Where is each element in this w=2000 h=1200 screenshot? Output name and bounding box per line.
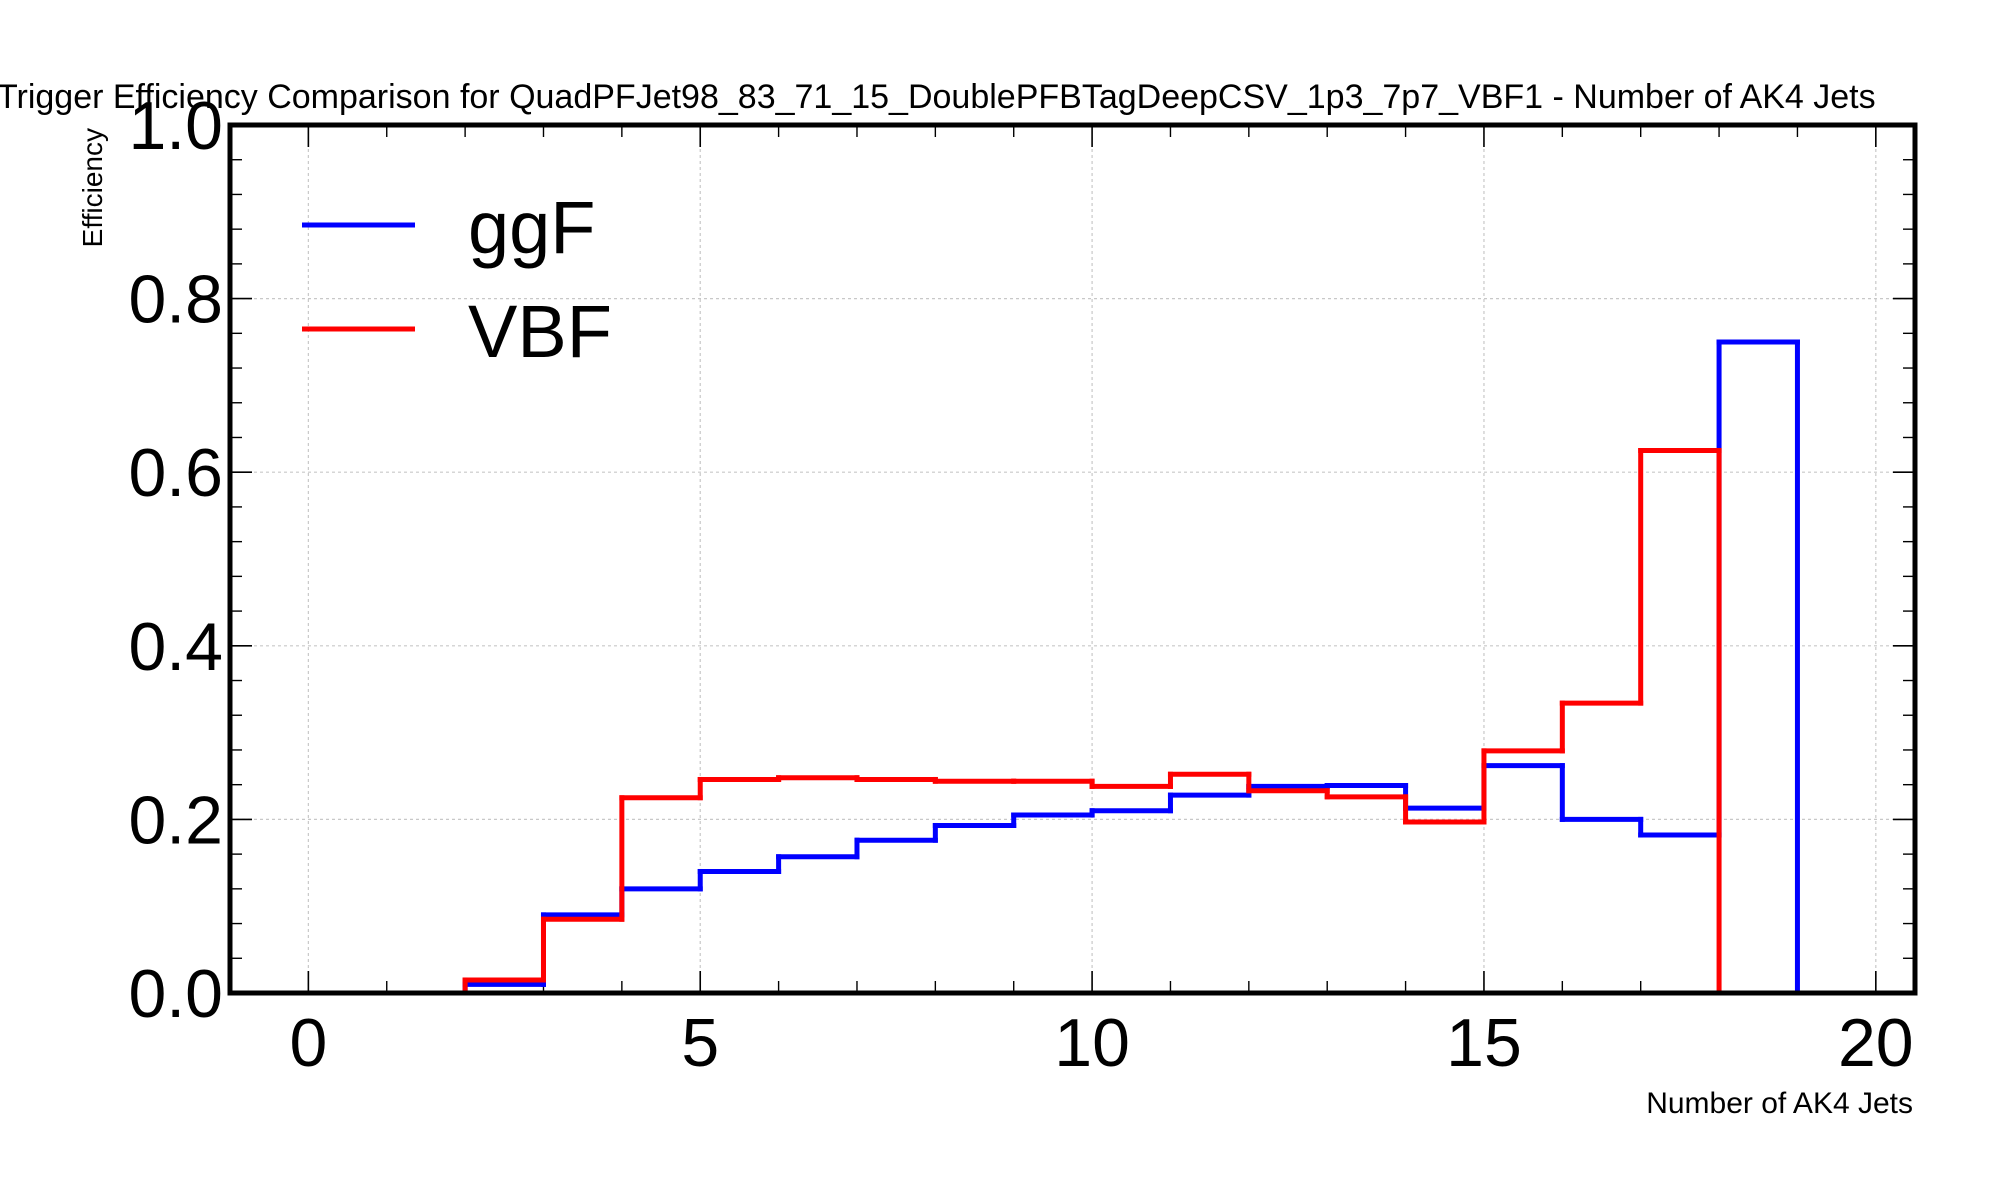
x-tick-label: 20 <box>1838 1005 1914 1081</box>
series-layer <box>305 339 1800 996</box>
series-vbf <box>305 448 1800 996</box>
x-tick-label: 0 <box>289 1005 327 1081</box>
legend-label-vbf: VBF <box>468 290 612 373</box>
x-axis-label: Number of AK4 Jets <box>1646 1087 1913 1120</box>
y-tick-label: 0.2 <box>128 782 223 858</box>
plot-frame <box>227 122 1918 996</box>
x-tick-label: 15 <box>1446 1005 1522 1081</box>
chart-title: Trigger Efficiency Comparison for QuadPF… <box>0 78 1876 116</box>
y-tick-label: 0.8 <box>128 262 223 338</box>
x-tick-label: 5 <box>681 1005 719 1081</box>
y-tick-label: 0.6 <box>128 435 223 511</box>
legend-label-ggf: ggF <box>468 186 596 269</box>
y-tick-label: 1.0 <box>128 88 223 164</box>
y-tick-label: 0.4 <box>128 609 223 685</box>
y-tick-label: 0.0 <box>128 956 223 1032</box>
series-ggf <box>305 339 1800 996</box>
legend: ggF VBF <box>302 186 612 373</box>
y-axis-label: Efficiency <box>77 128 108 247</box>
tick-labels: 0 5 10 15 20 0.0 0.2 0.4 0.6 0.8 1.0 <box>128 88 1913 1081</box>
x-tick-label: 10 <box>1054 1005 1130 1081</box>
